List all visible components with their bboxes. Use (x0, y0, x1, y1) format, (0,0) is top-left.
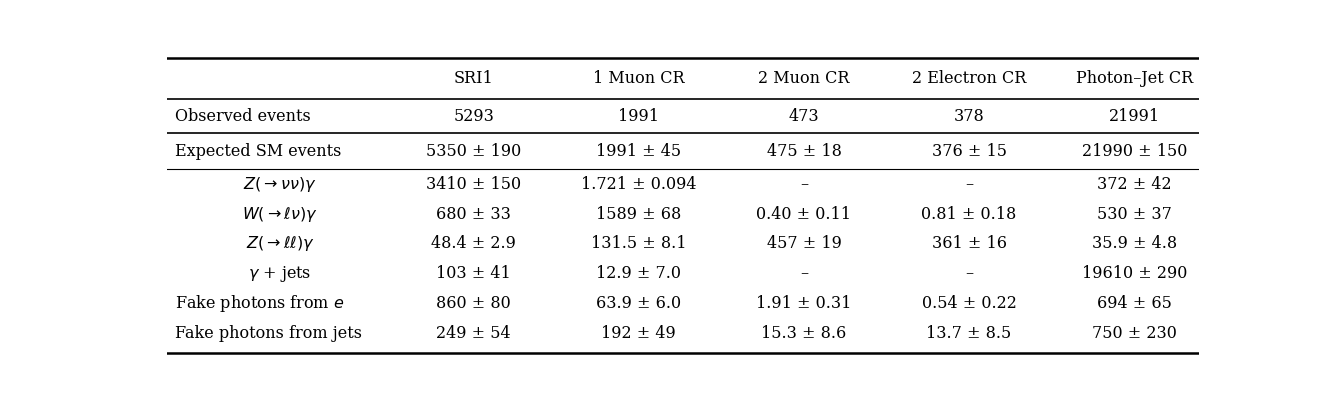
Text: 15.3 ± 8.6: 15.3 ± 8.6 (762, 325, 847, 342)
Text: 35.9 ± 4.8: 35.9 ± 4.8 (1092, 235, 1177, 252)
Text: 694 ± 65: 694 ± 65 (1096, 295, 1172, 312)
Text: 0.81 ± 0.18: 0.81 ± 0.18 (922, 206, 1016, 223)
Text: 5293: 5293 (453, 108, 494, 125)
Text: 860 ± 80: 860 ± 80 (437, 295, 511, 312)
Text: –: – (966, 176, 974, 193)
Text: 63.9 ± 6.0: 63.9 ± 6.0 (597, 295, 682, 312)
Text: 1.721 ± 0.094: 1.721 ± 0.094 (581, 176, 697, 193)
Text: 1.91 ± 0.31: 1.91 ± 0.31 (757, 295, 851, 312)
Text: 1991 ± 45: 1991 ± 45 (597, 143, 682, 160)
Text: 249 ± 54: 249 ± 54 (437, 325, 511, 342)
Text: 1589 ± 68: 1589 ± 68 (597, 206, 682, 223)
Text: –: – (801, 265, 809, 282)
Text: 457 ± 19: 457 ± 19 (766, 235, 842, 252)
Text: 530 ± 37: 530 ± 37 (1096, 206, 1172, 223)
Text: 3410 ± 150: 3410 ± 150 (426, 176, 521, 193)
Text: 21991: 21991 (1108, 108, 1160, 125)
Text: 131.5 ± 8.1: 131.5 ± 8.1 (591, 235, 686, 252)
Text: 48.4 ± 2.9: 48.4 ± 2.9 (432, 235, 515, 252)
Text: 12.9 ± 7.0: 12.9 ± 7.0 (597, 265, 681, 282)
Text: Observed events: Observed events (174, 108, 310, 125)
Text: 1991: 1991 (618, 108, 659, 125)
Text: SRI1: SRI1 (454, 70, 493, 87)
Text: 0.54 ± 0.22: 0.54 ± 0.22 (922, 295, 1016, 312)
Text: 19610 ± 290: 19610 ± 290 (1082, 265, 1187, 282)
Text: 192 ± 49: 192 ± 49 (602, 325, 677, 342)
Text: 1 Muon CR: 1 Muon CR (593, 70, 685, 87)
Text: 372 ± 42: 372 ± 42 (1098, 176, 1172, 193)
Text: Fake photons from jets: Fake photons from jets (174, 325, 362, 342)
Text: 2 Muon CR: 2 Muon CR (758, 70, 850, 87)
Text: 2 Electron CR: 2 Electron CR (912, 70, 1026, 87)
Text: 475 ± 18: 475 ± 18 (766, 143, 842, 160)
Text: 361 ± 16: 361 ± 16 (931, 235, 1007, 252)
Text: 5350 ± 190: 5350 ± 190 (426, 143, 521, 160)
Text: Photon–Jet CR: Photon–Jet CR (1076, 70, 1193, 87)
Text: 13.7 ± 8.5: 13.7 ± 8.5 (927, 325, 1012, 342)
Text: 21990 ± 150: 21990 ± 150 (1082, 143, 1187, 160)
Text: 680 ± 33: 680 ± 33 (436, 206, 511, 223)
Text: 376 ± 15: 376 ± 15 (931, 143, 1007, 160)
Text: 473: 473 (789, 108, 819, 125)
Text: $\gamma$ + jets: $\gamma$ + jets (248, 264, 312, 284)
Text: 103 ± 41: 103 ± 41 (437, 265, 511, 282)
Text: 750 ± 230: 750 ± 230 (1092, 325, 1176, 342)
Text: –: – (801, 176, 809, 193)
Text: 0.40 ± 0.11: 0.40 ± 0.11 (757, 206, 851, 223)
Text: Expected SM events: Expected SM events (174, 143, 341, 160)
Text: –: – (966, 265, 974, 282)
Text: Fake photons from $e$: Fake photons from $e$ (174, 293, 344, 314)
Text: 378: 378 (954, 108, 984, 125)
Text: $Z(\to \nu\nu)\gamma$: $Z(\to \nu\nu)\gamma$ (244, 175, 317, 194)
Text: $W(\to \ell\nu)\gamma$: $W(\to \ell\nu)\gamma$ (242, 205, 318, 224)
Text: $Z(\to \ell\ell)\gamma$: $Z(\to \ell\ell)\gamma$ (245, 234, 314, 254)
